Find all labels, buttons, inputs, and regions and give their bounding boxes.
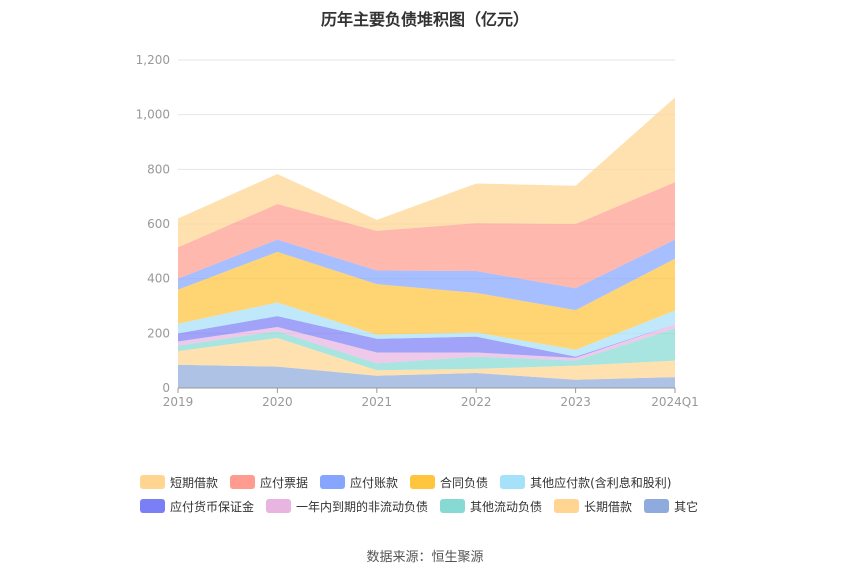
- legend-item[interactable]: 其它: [644, 498, 698, 515]
- legend-label: 其他流动负债: [470, 499, 543, 514]
- legend-label: 其它: [674, 499, 699, 514]
- legend-label: 应付货币保证金: [170, 499, 255, 514]
- legend-row: 短期借款 应付票据 应付账款 合同负债 其他应付款(含利息和股利): [140, 470, 740, 494]
- legend: 短期借款 应付票据 应付账款 合同负债 其他应付款(含利息和股利) 应付货币保证金 一年内…: [140, 470, 740, 518]
- legend-item[interactable]: 一年内到期的非流动负债: [266, 498, 428, 515]
- y-tick-label: 400: [147, 272, 170, 286]
- y-tick-label: 600: [147, 217, 170, 231]
- y-tick-label: 800: [147, 162, 170, 176]
- legend-item[interactable]: 其他应付款(含利息和股利): [500, 474, 671, 491]
- legend-item[interactable]: 应付账款: [320, 474, 398, 491]
- legend-item[interactable]: 短期借款: [140, 474, 218, 491]
- area-短期借款: [178, 97, 675, 248]
- x-tick-label: 2019: [163, 395, 194, 409]
- legend-row: 应付货币保证金 一年内到期的非流动负债 其他流动负债 长期借款 其它: [140, 494, 740, 518]
- legend-label: 长期借款: [584, 499, 633, 514]
- legend-label: 应付票据: [260, 475, 309, 490]
- legend-label: 应付账款: [350, 475, 399, 490]
- legend-swatch: [644, 499, 670, 513]
- area-series: [178, 97, 675, 388]
- legend-swatch: [554, 499, 580, 513]
- legend-swatch: [140, 475, 165, 489]
- area-长期借款: [178, 337, 675, 380]
- legend-swatch: [266, 499, 292, 513]
- legend-item[interactable]: 应付票据: [230, 474, 308, 491]
- chart-title: 历年主要负债堆积图（亿元）: [320, 10, 529, 29]
- legend-swatch: [140, 499, 165, 513]
- y-tick-label: 200: [147, 326, 170, 340]
- x-tick-label: 2022: [461, 395, 492, 409]
- legend-swatch: [500, 475, 526, 489]
- area-其他应付款(含利息和股利): [178, 302, 675, 357]
- stacked-area-chart: 0 200 400 600 800 1,000 1,200 2019 2020 2021 2022 2…: [136, 53, 699, 409]
- x-tick-label: 2020: [262, 395, 293, 409]
- x-tick-label: 2024Q1: [651, 395, 699, 409]
- source-note: 数据来源：恒生聚源: [366, 550, 484, 565]
- y-tick-label: 0: [162, 381, 170, 395]
- area-合同负债: [178, 251, 675, 350]
- legend-item[interactable]: 其他流动负债: [440, 498, 542, 515]
- legend-swatch: [410, 475, 436, 489]
- legend-swatch: [320, 475, 346, 489]
- area-应付货币保证金: [178, 316, 675, 358]
- y-tick-label: 1,200: [136, 53, 170, 67]
- area-应付票据: [178, 182, 675, 289]
- legend-swatch: [440, 499, 466, 513]
- legend-swatch: [230, 475, 256, 489]
- area-其他流动负债: [178, 328, 675, 371]
- legend-label: 短期借款: [170, 475, 219, 490]
- axes: 0 200 400 600 800 1,000 1,200 2019 2020 2021 2022 2…: [136, 53, 699, 409]
- x-tick-label: 2021: [362, 395, 393, 409]
- legend-item[interactable]: 合同负债: [410, 474, 488, 491]
- y-tick-label: 1,000: [136, 108, 170, 122]
- area-一年内到期的非流动负债: [178, 324, 675, 364]
- area-应付账款: [178, 239, 675, 311]
- legend-label: 一年内到期的非流动负债: [296, 499, 429, 514]
- x-tick-label: 2023: [560, 395, 591, 409]
- area-其它: [178, 364, 675, 388]
- legend-label: 合同负债: [440, 475, 489, 490]
- legend-label: 其他应付款(含利息和股利): [530, 475, 672, 490]
- legend-item[interactable]: 应付货币保证金: [140, 498, 254, 515]
- legend-item[interactable]: 长期借款: [554, 498, 632, 515]
